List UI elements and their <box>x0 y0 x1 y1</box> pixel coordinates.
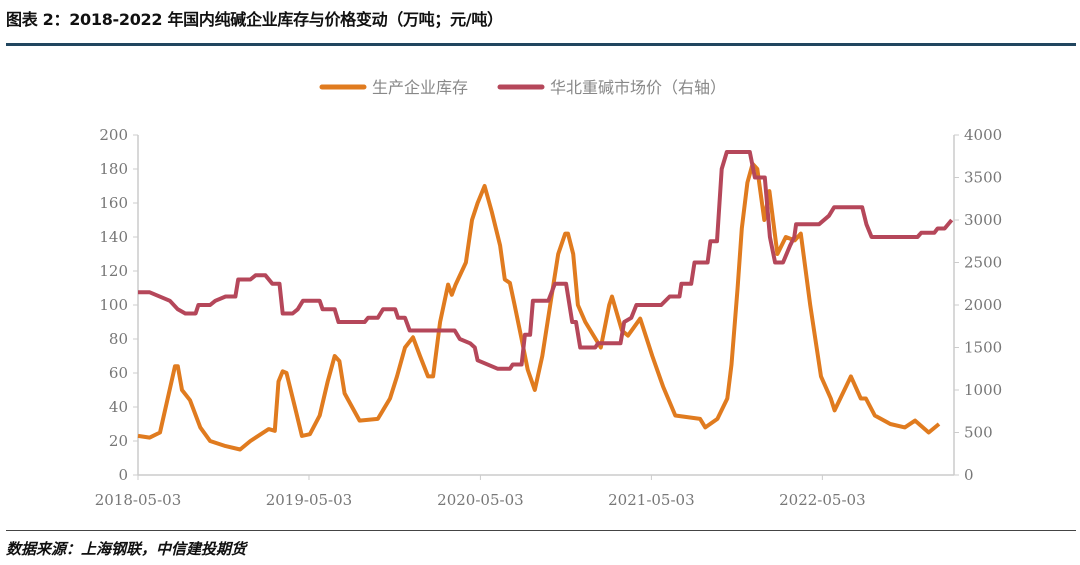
left-tick-label: 20 <box>109 432 128 450</box>
right-tick-label: 4000 <box>964 126 1002 144</box>
source-note: 数据来源：上海钢联，中信建投期货 <box>6 540 247 558</box>
title-divider <box>6 43 1076 46</box>
left-tick-label: 40 <box>109 398 128 416</box>
right-tick-label: 1500 <box>964 339 1002 357</box>
left-tick-label: 180 <box>99 160 128 178</box>
left-tick-label: 80 <box>109 330 128 348</box>
source-divider <box>6 530 1076 531</box>
left-tick-label: 140 <box>99 228 128 246</box>
x-tick-label: 2020-05-03 <box>437 491 523 509</box>
left-tick-label: 0 <box>118 466 128 484</box>
right-tick-label: 2500 <box>964 254 1002 272</box>
legend-label-inventory: 生产企业库存 <box>372 78 468 97</box>
x-tick-label: 2022-05-03 <box>779 491 865 509</box>
right-tick-label: 2000 <box>964 296 1002 314</box>
right-tick-label: 0 <box>964 466 974 484</box>
left-tick-label: 160 <box>99 194 128 212</box>
right-tick-label: 500 <box>964 424 993 442</box>
left-tick-label: 120 <box>99 262 128 280</box>
right-tick-label: 1000 <box>964 381 1002 399</box>
left-tick-label: 60 <box>109 364 128 382</box>
series-line-price <box>138 150 954 371</box>
left-tick-label: 100 <box>99 296 128 314</box>
figure-title: 图表 2：2018-2022 年国内纯碱企业库存与价格变动（万吨；元/吨） <box>6 10 503 29</box>
right-tick-label: 3500 <box>964 169 1002 187</box>
legend-label-price: 华北重碱市场价（右轴） <box>550 78 726 97</box>
x-tick-label: 2019-05-03 <box>266 491 352 509</box>
left-tick-label: 200 <box>99 126 128 144</box>
x-tick-label: 2021-05-03 <box>608 491 694 509</box>
series-line-inventory <box>137 161 941 452</box>
right-tick-label: 3000 <box>964 211 1002 229</box>
x-tick-label: 2018-05-03 <box>95 491 181 509</box>
